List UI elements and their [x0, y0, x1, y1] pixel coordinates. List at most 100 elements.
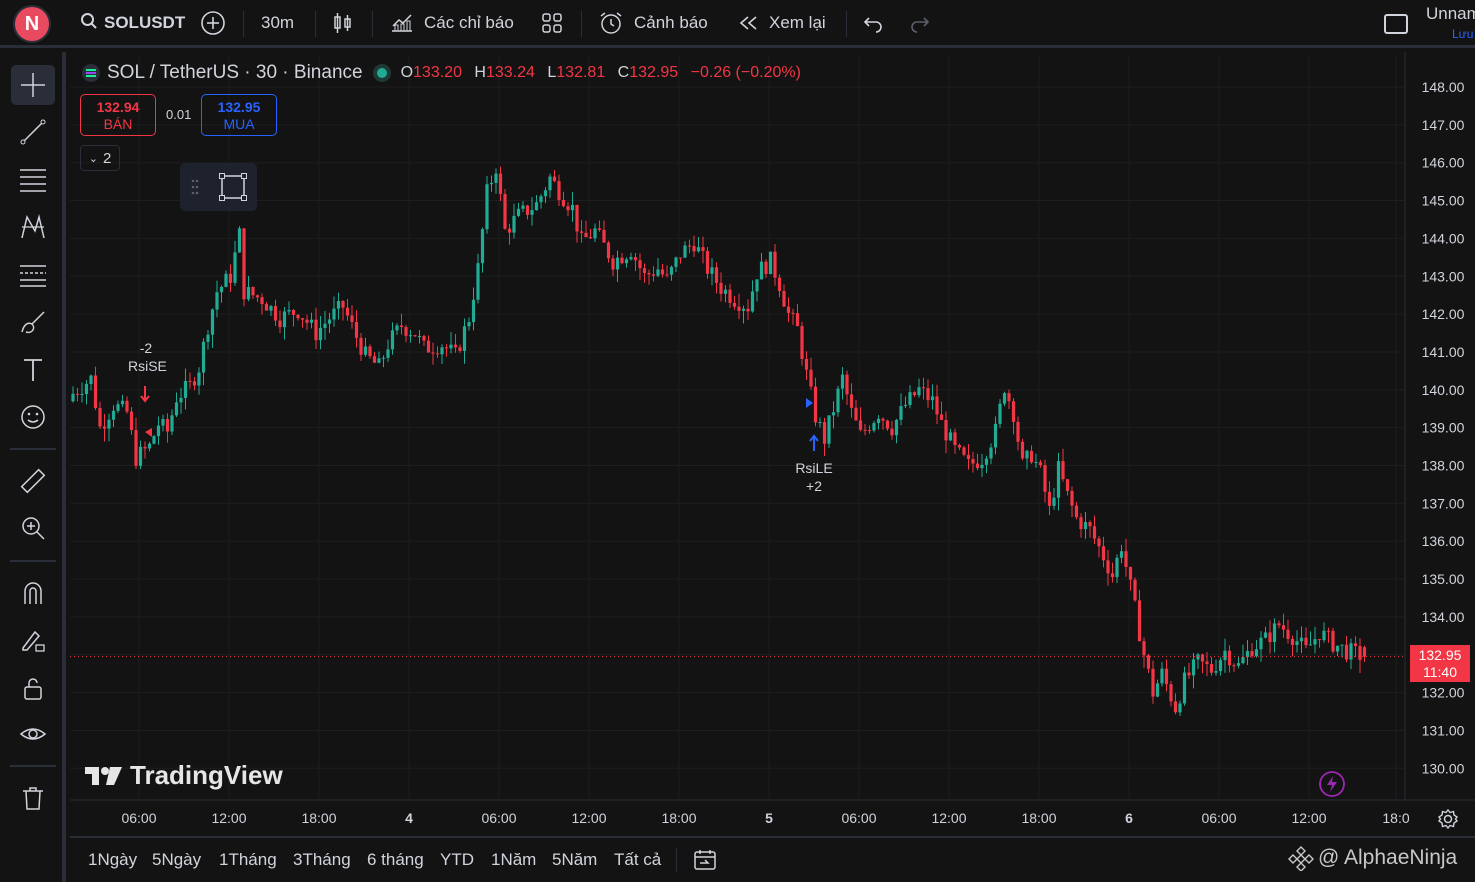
- brush-tool[interactable]: [11, 302, 55, 342]
- search-icon: [80, 12, 98, 35]
- compare-button[interactable]: [200, 0, 226, 46]
- zoom-tool[interactable]: [11, 508, 55, 548]
- candle-body: [386, 349, 390, 358]
- redo-button[interactable]: [909, 0, 931, 46]
- candle-body: [233, 252, 237, 283]
- x-tick-label: 4: [405, 810, 413, 826]
- drag-handle-icon[interactable]: [190, 177, 200, 197]
- candle-body: [1322, 630, 1326, 641]
- x-tick-label: 06:00: [1201, 810, 1236, 826]
- range-1y[interactable]: 1Năm: [491, 850, 537, 869]
- candle-body: [453, 344, 458, 348]
- short-qty: -2: [139, 340, 153, 356]
- save-status[interactable]: Lưu: [1452, 27, 1474, 41]
- candle-body: [201, 341, 206, 373]
- lightning-icon[interactable]: [1318, 770, 1346, 798]
- watermark: @ AlphaeNinja: [1288, 845, 1457, 871]
- unlock-icon: [24, 678, 42, 700]
- indicators-icon: [392, 14, 412, 32]
- forecast-tool[interactable]: [11, 255, 55, 295]
- candle-body: [831, 412, 836, 416]
- chart-type-button[interactable]: [332, 0, 354, 46]
- pattern-tool[interactable]: [11, 207, 55, 247]
- interval-button[interactable]: 30m: [261, 13, 295, 32]
- fullscreen-icon[interactable]: [1384, 14, 1408, 34]
- candle-body: [503, 194, 507, 229]
- chevron-down-icon: ⌄: [88, 152, 98, 165]
- user-avatar[interactable]: N: [15, 7, 49, 41]
- eye-icon: [19, 728, 47, 740]
- range-3m[interactable]: 3Tháng: [293, 850, 351, 869]
- candle-body: [588, 237, 593, 239]
- undo-button[interactable]: [862, 0, 884, 46]
- sell-button[interactable]: 132.94 BÁN: [80, 94, 156, 136]
- range-6m[interactable]: 6 tháng: [367, 850, 424, 869]
- candle-body: [876, 418, 881, 424]
- top-toolbar: N SOLUSDT 30m Các chỉ báo Cảnh báo Xem l…: [0, 0, 1475, 48]
- candle-body: [1110, 573, 1115, 578]
- lock-tool[interactable]: [11, 668, 55, 708]
- gear-icon[interactable]: [1437, 808, 1459, 830]
- candle-body: [980, 464, 984, 469]
- crosshair-tool[interactable]: [11, 65, 55, 105]
- candles-icon: [334, 13, 351, 33]
- last-price: 132.95: [1418, 647, 1462, 663]
- alert-button[interactable]: Cảnh báo: [598, 0, 708, 46]
- y-tick-label: 135.00: [1422, 571, 1465, 587]
- candle-body: [998, 403, 1002, 424]
- indicators-button[interactable]: Các chỉ báo: [390, 0, 514, 46]
- fib-tool[interactable]: [11, 160, 55, 200]
- market-status-icon: [376, 68, 387, 78]
- candle-body: [1119, 551, 1124, 558]
- candle-body: [795, 313, 800, 327]
- candle-body: [867, 430, 872, 432]
- candle-body: [318, 328, 323, 341]
- magnet-tool[interactable]: [11, 573, 55, 613]
- candle-body: [1290, 638, 1295, 645]
- y-tick-label: 140.00: [1422, 382, 1465, 398]
- candle-body: [948, 432, 953, 441]
- divider: [10, 448, 56, 450]
- candle-body: [660, 269, 665, 275]
- visibility-tool[interactable]: [11, 715, 55, 755]
- ruler-tool[interactable]: [11, 461, 55, 501]
- select-rectangle-icon[interactable]: [218, 172, 248, 202]
- lock-drawing-tool[interactable]: [11, 620, 55, 660]
- collapse-indicators-button[interactable]: ⌄ 2: [80, 145, 120, 171]
- candle-body: [1304, 637, 1308, 646]
- price-chart[interactable]: 148.00 147.00 146.00 145.00 144.00 143.00 142.…: [70, 52, 1475, 834]
- candle-body: [1331, 630, 1335, 652]
- candle-body: [1101, 546, 1106, 561]
- replay-button[interactable]: Xem lại: [737, 0, 826, 46]
- candle-body: [1074, 505, 1079, 518]
- range-1d[interactable]: 1Ngày: [88, 850, 138, 869]
- range-1m[interactable]: 1Tháng: [219, 850, 277, 869]
- buy-button[interactable]: 132.95 MUA: [201, 94, 277, 136]
- candle-body: [138, 446, 143, 466]
- range-5y[interactable]: 5Năm: [552, 850, 598, 869]
- trend-line-tool[interactable]: [11, 112, 55, 152]
- candle-body: [84, 383, 89, 394]
- templates-button[interactable]: [541, 0, 563, 46]
- remove-drawings-tool[interactable]: [11, 778, 55, 818]
- range-ytd[interactable]: YTD: [440, 850, 474, 869]
- candle-body: [1128, 567, 1133, 580]
- layout-name[interactable]: Unnam: [1426, 4, 1475, 23]
- brush-icon: [21, 311, 45, 334]
- range-5d[interactable]: 5Ngày: [152, 850, 202, 869]
- chart-legend: SOL / TetherUS · 30 · Binance O133.20 H1…: [80, 62, 801, 84]
- symbol-search[interactable]: SOLUSDT: [80, 0, 185, 46]
- candle-body: [885, 420, 890, 429]
- candle-body: [710, 267, 714, 274]
- symbol-title[interactable]: SOL / TetherUS · 30 · Binance: [107, 62, 363, 83]
- candle-body: [768, 251, 773, 275]
- candle-body: [1061, 461, 1065, 480]
- divider: [581, 11, 582, 37]
- candle-body: [552, 176, 557, 182]
- candle-body: [350, 315, 354, 322]
- range-all[interactable]: Tất cả: [614, 850, 662, 869]
- emoji-tool[interactable]: [11, 397, 55, 437]
- tradingview-logo[interactable]: TradingView: [84, 760, 283, 791]
- goto-date-icon[interactable]: [692, 848, 718, 872]
- text-tool[interactable]: [11, 350, 55, 390]
